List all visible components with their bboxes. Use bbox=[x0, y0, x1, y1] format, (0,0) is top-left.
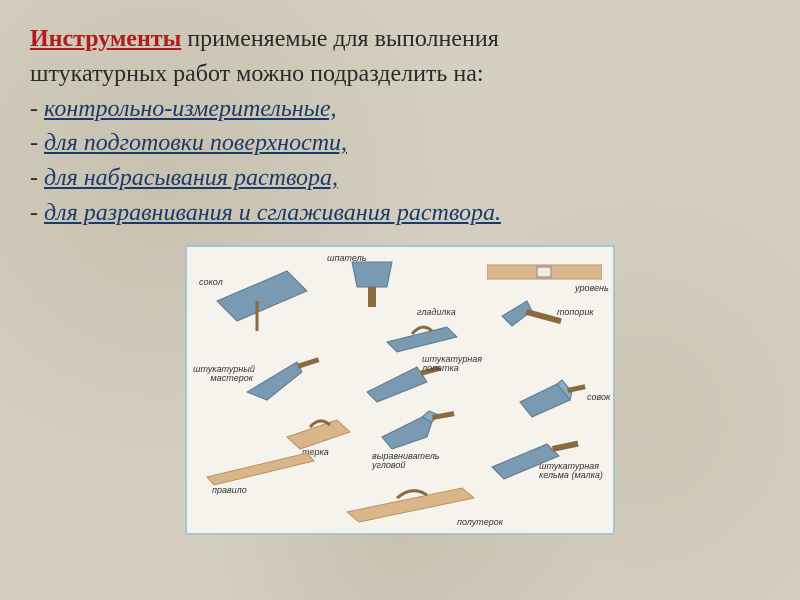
vyravnivatel-icon bbox=[377, 407, 457, 457]
gladilka-icon bbox=[382, 317, 462, 357]
dash: - bbox=[30, 130, 44, 156]
title-line-1: Инструменты применяемые для выполнения bbox=[30, 22, 770, 57]
category-4: - для разравнивания и сглаживания раство… bbox=[30, 196, 770, 231]
vyravnivatel-label: выравниватель угловой bbox=[372, 452, 442, 470]
sovok-label: совок bbox=[587, 392, 610, 402]
lopatka-label: штукатурная лопатка bbox=[422, 355, 492, 373]
shpatel-label: шпатель bbox=[327, 253, 366, 263]
pravilo-icon bbox=[202, 447, 322, 487]
category-2: - для подготовки поверхности, bbox=[30, 126, 770, 161]
dash: - bbox=[30, 96, 44, 122]
dash: - bbox=[30, 165, 44, 191]
text-block: Инструменты применяемые для выполнения ш… bbox=[0, 0, 800, 231]
shpatel-icon bbox=[347, 257, 397, 312]
cat2-text: для подготовки поверхности, bbox=[44, 130, 347, 156]
toporik-icon bbox=[497, 291, 567, 346]
masterok-label: штукатурный мастерок bbox=[193, 365, 253, 383]
category-3: - для набрасывания раствора, bbox=[30, 161, 770, 196]
poluterok-label: полутерок bbox=[457, 517, 503, 527]
cat3-text: для набрасывания раствора, bbox=[44, 165, 338, 191]
kelma-label: штукатурная кельма (малка) bbox=[539, 462, 611, 480]
terka-icon bbox=[282, 412, 357, 452]
title-rest-1: применяемые для выполнения bbox=[181, 26, 498, 52]
title-word: Инструменты bbox=[30, 26, 181, 52]
pravilo-label: правило bbox=[212, 485, 247, 495]
cat1-text: контрольно-измерительные, bbox=[44, 96, 337, 122]
cat4-text: для разравнивания и сглаживания раствора… bbox=[44, 200, 501, 226]
uroven-label: уровень bbox=[575, 283, 609, 293]
masterok-icon bbox=[242, 352, 322, 407]
sovok-icon bbox=[512, 372, 587, 422]
category-1: - контрольно-измерительные, bbox=[30, 92, 770, 127]
uroven-icon bbox=[487, 261, 602, 283]
toporik-label: топорик bbox=[557, 307, 594, 317]
title-line-2: штукатурных работ можно подразделить на: bbox=[30, 57, 770, 92]
figure-container: сокол шпатель уровень топорик гладилка bbox=[0, 245, 800, 535]
sokol-icon bbox=[207, 261, 317, 341]
gladilka-label: гладилка bbox=[417, 307, 456, 317]
tools-figure: сокол шпатель уровень топорик гладилка bbox=[185, 245, 615, 535]
dash: - bbox=[30, 200, 44, 226]
sokol-label: сокол bbox=[199, 277, 223, 287]
